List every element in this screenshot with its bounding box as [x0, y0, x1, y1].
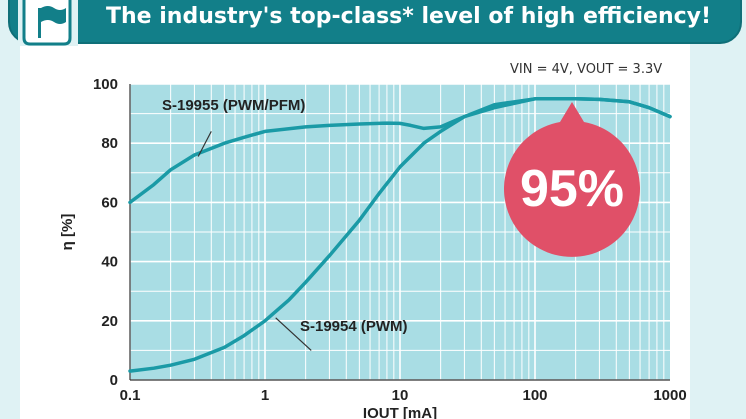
series-line-2 — [128, 97, 672, 373]
badge-text: 95% — [520, 160, 624, 218]
y-tick-label: 40 — [101, 254, 118, 271]
side-panel — [690, 44, 746, 419]
y-tick-label: 60 — [101, 194, 118, 211]
x-tick-label: 1000 — [653, 387, 686, 404]
x-tick-label: 10 — [392, 387, 409, 404]
y-tick-label: 80 — [101, 135, 118, 152]
annotation-leader-2 — [275, 317, 312, 351]
annotation-leader-1 — [197, 131, 212, 157]
x-tick-label: 0.1 — [120, 387, 141, 404]
y-tick-label: 100 — [93, 76, 118, 93]
page-title: The industry's top-class* level of high … — [106, 4, 712, 29]
y-tick-label: 20 — [101, 313, 118, 330]
side-panel-left — [0, 44, 20, 419]
y-axis-label: η [%] — [59, 214, 76, 251]
header-banner — [8, 0, 742, 44]
series-label-1: S-19955 (PWM/PFM) — [162, 97, 305, 114]
test-conditions: VIN = 4V, VOUT = 3.3V — [510, 62, 663, 77]
x-tick-label: 100 — [522, 387, 547, 404]
highlight-badge — [503, 102, 640, 257]
x-tick-label: 1 — [261, 387, 269, 404]
y-tick-label: 0 — [110, 372, 118, 389]
series-label-2: S-19954 (PWM) — [300, 318, 408, 335]
x-axis-label: IOUT [mA] — [363, 405, 437, 419]
flag-icon — [18, 0, 78, 46]
